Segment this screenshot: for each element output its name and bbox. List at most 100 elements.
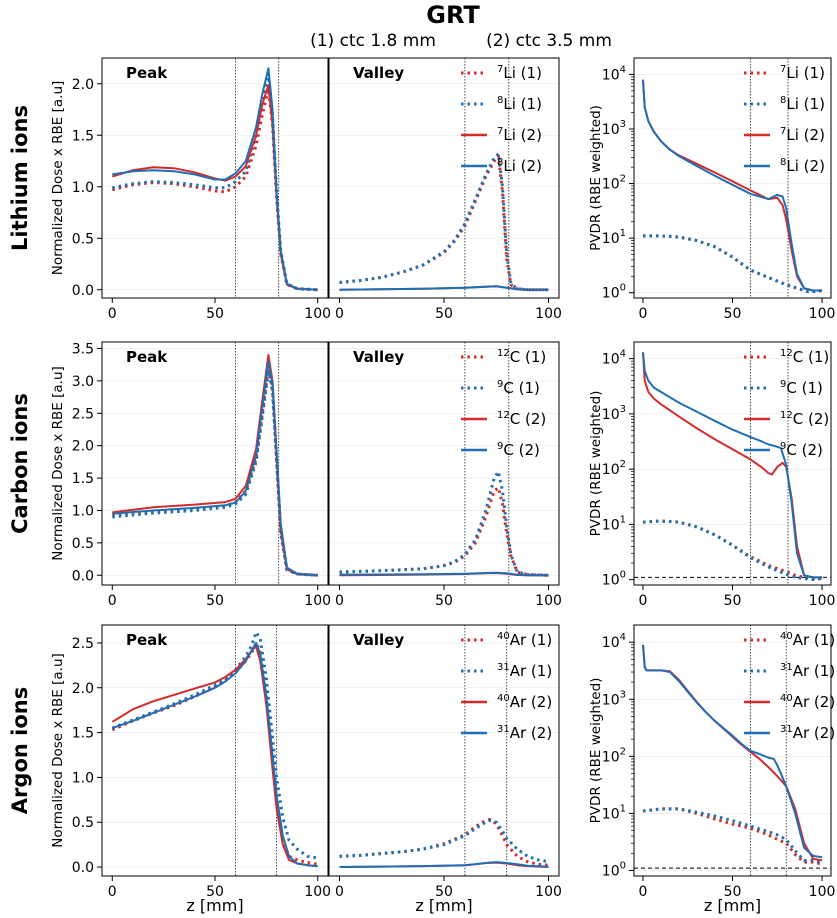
legend-label: Ar (2) [510, 724, 552, 742]
pvdr-ytick-exponent: 1 [620, 228, 626, 239]
peak-title: Peak [126, 348, 168, 366]
pvdr-ytick-exponent: 2 [620, 174, 626, 185]
peak-xtick-label: 0 [108, 306, 117, 322]
pvdr-legend-label: Ar (2) [793, 693, 835, 711]
pvdr-series-1 [643, 234, 823, 294]
peak-series-3 [112, 360, 318, 577]
peak-series-1 [112, 369, 318, 577]
legend-mass-number: 7 [497, 126, 503, 137]
pvdr-ytick-exponent: 0 [620, 570, 626, 581]
legend-entry: 12C (1) [497, 348, 546, 366]
pvdr-ytick-exponent: 3 [620, 689, 626, 700]
legend-entry: 40Ar (2) [497, 693, 552, 711]
peak-xtick-label: 100 [304, 884, 331, 900]
pvdr-legend-label: Ar (1) [793, 662, 835, 680]
pvdr-legend-entry: 31Ar (2) [780, 724, 835, 742]
legend-mass-number: 8 [497, 95, 503, 106]
pvdr-ylabel: PVDR (RBE weighted) [588, 391, 604, 537]
pvdr-legend-mass-number: 8 [780, 95, 786, 106]
valley-series-1 [339, 152, 549, 292]
peak-ytick-label: 1.0 [72, 770, 94, 786]
peak-series-3 [112, 67, 318, 291]
legend-mass-number: 12 [497, 410, 510, 421]
dose-ylabel: Normalized Dose x RBE [a.u] [50, 653, 66, 848]
peak-frame [101, 341, 329, 586]
pvdr-legend-entry: 31Ar (1) [780, 662, 835, 680]
pvdr-ytick-label: 101 [602, 803, 626, 822]
valley-xtick-label: 50 [435, 884, 453, 900]
peak-ytick-label: 1.5 [72, 726, 94, 742]
valley-xtick-label: 100 [535, 593, 562, 609]
pvdr-xtick-label: 0 [638, 884, 647, 900]
row-0: Lithium ions Normalized Dose x RBE [a.u] 0… [8, 57, 835, 322]
pvdr-legend-label: C (1) [786, 379, 823, 397]
peak-series-1 [111, 630, 318, 860]
legend-entry: 9C (1) [497, 379, 540, 397]
pvdr-series-3 [642, 79, 822, 292]
peak-ytick-label: 1.5 [72, 471, 94, 487]
pvdr-ytick-label: 104 [602, 632, 626, 651]
pvdr-legend-entry: 40Ar (2) [780, 693, 835, 711]
peak-ytick-label: 0.0 [72, 283, 94, 299]
peak-ytick-label: 2.5 [72, 406, 94, 422]
peak-ytick-label: 0.5 [72, 231, 94, 247]
legend-mass-number: 12 [497, 348, 510, 359]
pvdr-legend-entry: 8Li (2) [780, 157, 825, 175]
valley-title: Valley [353, 64, 404, 82]
valley-series-3 [339, 571, 549, 577]
legend-label: Ar (1) [510, 662, 552, 680]
pvdr-xlabel: z [mm] [704, 896, 761, 915]
pvdr-ytick-exponent: 0 [620, 283, 626, 294]
peak-series-3 [111, 641, 318, 868]
valley-title: Valley [353, 348, 404, 366]
pvdr-ytick-label: 100 [602, 570, 626, 589]
pvdr-series-3 [642, 352, 822, 579]
peak-series-1 [112, 72, 318, 292]
peak-series-0 [111, 87, 318, 292]
peak-title: Peak [126, 631, 168, 649]
pvdr-legend-mass-number: 8 [780, 157, 786, 168]
valley-xtick-label: 100 [535, 884, 562, 900]
peak-series-0 [111, 641, 318, 866]
pvdr-ytick-exponent: 1 [620, 803, 626, 814]
valley-series-0 [339, 486, 549, 577]
legend-entry: 7Li (2) [497, 126, 542, 144]
pvdr-xtick-label: 100 [809, 884, 836, 900]
valley-frame [328, 57, 560, 299]
legend-mass-number: 9 [497, 379, 503, 390]
peak-ytick-label: 0.5 [72, 536, 94, 552]
valley-xtick-label: 50 [435, 593, 453, 609]
pvdr-ylabel: PVDR (RBE weighted) [588, 678, 604, 824]
legend-mass-number: 31 [497, 724, 510, 735]
legend-entry: 31Ar (1) [497, 662, 552, 680]
pvdr-legend-mass-number: 7 [780, 126, 786, 137]
pvdr-ytick-exponent: 2 [620, 459, 626, 470]
pvdr-ytick-label: 100 [602, 283, 626, 302]
valley-xtick-label: 0 [335, 306, 344, 322]
legend-label: Li (1) [503, 95, 542, 113]
pvdr-legend-entry: 7Li (1) [780, 64, 825, 82]
pvdr-legend-mass-number: 12 [780, 348, 793, 359]
peak-series-0 [112, 366, 318, 577]
pvdr-ytick-label: 104 [602, 64, 626, 83]
legend-mass-number: 9 [497, 441, 503, 452]
pvdr-legend-label: Ar (1) [793, 631, 835, 649]
peak-xtick-label: 50 [206, 884, 224, 900]
pvdr-xtick-label: 0 [638, 306, 647, 322]
pvdr-ytick-exponent: 4 [620, 64, 626, 75]
figure-subtitle-1: (1) ctc 1.8 mm [310, 31, 436, 51]
legend-entry: 31Ar (2) [497, 724, 552, 742]
pvdr-ytick-label: 103 [602, 119, 626, 138]
pvdr-ytick-exponent: 3 [620, 119, 626, 130]
pvdr-ytick-label: 100 [602, 860, 626, 879]
legend-entry: 12C (2) [497, 410, 546, 428]
peak-ytick-label: 1.0 [72, 503, 94, 519]
pvdr-xtick-label: 50 [724, 593, 742, 609]
valley-title: Valley [353, 631, 404, 649]
pvdr-legend-entry: 40Ar (1) [780, 631, 835, 649]
